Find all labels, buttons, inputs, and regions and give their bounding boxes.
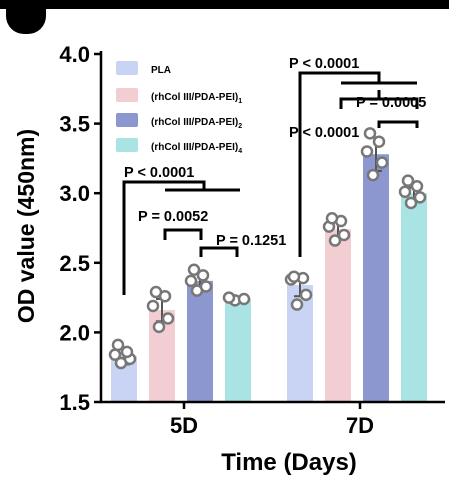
p-value-label: P = 0.0052 (138, 209, 208, 225)
data-point (146, 299, 160, 313)
significance-bracket (298, 71, 381, 257)
legend-swatch (116, 61, 138, 75)
data-point (372, 135, 386, 148)
data-point (360, 145, 374, 158)
bar (325, 229, 351, 402)
x-axis-label: Time (Days) (221, 449, 357, 476)
data-point (398, 185, 412, 199)
data-point (366, 168, 380, 182)
axes-layer (99, 51, 445, 404)
p-value-label: P < 0.0001 (124, 165, 194, 181)
bar (363, 154, 389, 402)
data-point (149, 285, 163, 299)
legend-label: (rhCol III/PDA-PEI)4 (151, 142, 242, 155)
significance-bracket (199, 246, 239, 257)
legend-label: (rhCol III/PDA-PEI)2 (151, 117, 242, 130)
legend-swatch (116, 138, 138, 152)
p-value-label: P < 0.0001 (289, 56, 359, 72)
bar (187, 280, 213, 402)
data-point (222, 291, 236, 304)
data-point (375, 156, 389, 169)
significance-bracket (377, 120, 419, 128)
data-points-layer (108, 127, 427, 370)
data-point (363, 127, 377, 140)
data-point (337, 228, 351, 242)
y-ticks-layer: 1.5 2.0 2.5 3.0 3.5 4.0 (59, 42, 101, 415)
bar (225, 298, 251, 402)
y-tick-label: 3.5 (59, 112, 90, 137)
data-point (404, 196, 418, 210)
data-point (325, 212, 339, 225)
significance-bracket (163, 228, 203, 240)
data-point (410, 179, 424, 193)
legend-label: (rhCol III/PDA-PEI)1 (151, 92, 242, 105)
data-point (111, 338, 125, 352)
data-point (161, 312, 175, 325)
bars-layer (111, 154, 427, 402)
data-point (152, 320, 166, 334)
significance-bracket (122, 180, 206, 295)
top-border-strip (0, 0, 449, 9)
x-ticks-layer: 5D 7D (170, 402, 374, 438)
data-point (196, 269, 210, 282)
data-point (184, 274, 198, 288)
p-value-label: P = 0.0005 (356, 95, 426, 111)
data-point (108, 348, 122, 361)
data-point (237, 292, 251, 306)
legend: PLA (rhCol III/PDA-PEI)1 (rhCol III/PDA-PE… (116, 61, 242, 155)
p-value-label: P = 0.1251 (216, 233, 286, 249)
panel-label-marker (6, 0, 46, 34)
data-point (401, 174, 415, 187)
legend-swatch (116, 113, 138, 127)
y-tick-label: 2.0 (59, 320, 90, 345)
significance-brackets-layer: P < 0.0001 P = 0.0052 P = 0.1251 P < 0.0001… (122, 56, 426, 295)
data-point (413, 191, 427, 204)
data-point (199, 280, 213, 293)
data-point (299, 288, 313, 302)
bar (401, 193, 427, 402)
legend-label: PLA (151, 65, 171, 76)
data-point (287, 270, 301, 283)
data-point (120, 345, 134, 359)
legend-swatch (116, 88, 138, 102)
data-point (290, 298, 304, 311)
data-point (187, 263, 201, 277)
y-axis-label: OD value (450nm) (13, 129, 39, 323)
y-tick-label: 2.5 (59, 251, 90, 276)
p-value-label: P < 0.0001 (289, 125, 359, 141)
data-point (328, 234, 342, 247)
y-tick-label: 1.5 (59, 390, 90, 415)
x-tick-label: 5D (170, 413, 198, 438)
x-tick-label: 7D (346, 413, 374, 438)
y-tick-label: 3.0 (59, 181, 90, 206)
y-tick-label: 4.0 (59, 42, 90, 67)
